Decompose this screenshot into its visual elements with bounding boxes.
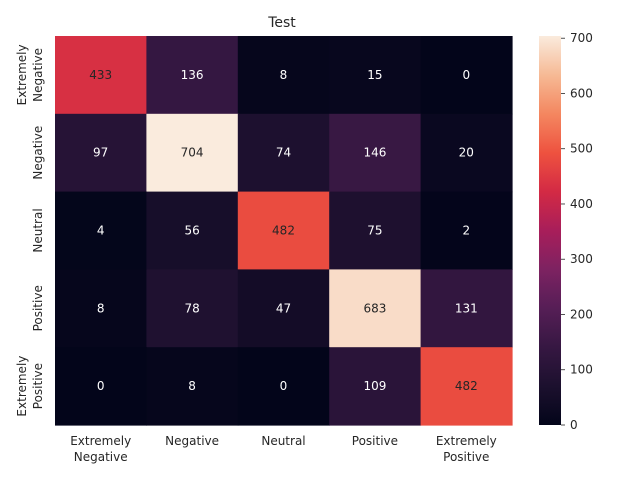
cell-value-label: 131 xyxy=(455,301,478,315)
heatmap-cell xyxy=(55,113,147,193)
colorbar-tick-label: 600 xyxy=(570,86,593,100)
colorbar xyxy=(539,36,561,425)
cell-value-label: 97 xyxy=(93,146,108,160)
heatmap-cell xyxy=(420,269,513,348)
cell-value-labels: 433 136 8 15 0 97 704 74 146 20 4 56 482 75 2 8 78 47 683 1… xyxy=(89,68,478,393)
heatmap-cell xyxy=(237,36,330,115)
heatmap-cell xyxy=(146,36,239,115)
y-tick-label: Extremely xyxy=(15,44,29,105)
heatmap-cell xyxy=(420,36,513,115)
y-tick-label: Extremely xyxy=(15,356,29,417)
cell-value-label: 146 xyxy=(363,146,386,160)
heatmap-cell xyxy=(146,113,239,193)
x-tick-label: Neutral xyxy=(261,434,305,448)
heatmap-cell xyxy=(329,113,422,193)
cell-value-label: 482 xyxy=(455,379,478,393)
heatmap-cell xyxy=(420,347,513,426)
y-tick-label: Positive xyxy=(31,363,45,409)
y-tick-label: Positive xyxy=(31,285,45,331)
x-tick-label: Extremely Positive xyxy=(436,434,497,464)
cell-value-label: 683 xyxy=(363,301,386,315)
heatmap-cell xyxy=(55,36,147,115)
heatmap-cell xyxy=(237,269,330,348)
cell-value-label: 4 xyxy=(97,224,105,238)
heatmap-cell xyxy=(329,36,422,115)
heatmap-cell xyxy=(55,347,147,426)
heatmap-cell xyxy=(146,191,239,270)
heatmap-cell xyxy=(237,191,330,270)
cell-value-label: 20 xyxy=(459,146,474,160)
cell-value-label: 136 xyxy=(181,68,204,82)
chart-title: Test xyxy=(267,15,296,31)
heatmap-cell xyxy=(146,269,239,348)
cell-value-label: 8 xyxy=(188,379,196,393)
cell-value-label: 704 xyxy=(181,146,204,160)
heatmap-cell xyxy=(55,269,147,348)
cell-value-label: 8 xyxy=(280,68,288,82)
cell-value-label: 0 xyxy=(280,379,288,393)
heatmap-cells xyxy=(55,36,513,426)
y-tick-label: Negative xyxy=(31,48,45,102)
y-axis-tick-labels: Extremely NegativeNegativeNeutralPositive… xyxy=(15,44,45,416)
cell-value-label: 15 xyxy=(367,68,382,82)
colorbar-tick-label: 700 xyxy=(570,31,593,45)
colorbar-tick-label: 100 xyxy=(570,363,593,377)
cell-value-label: 109 xyxy=(363,379,386,393)
colorbar-tick-label: 200 xyxy=(570,307,593,321)
cell-value-label: 74 xyxy=(276,146,291,160)
y-tick-label: Neutral xyxy=(31,208,45,252)
cell-value-label: 8 xyxy=(97,301,105,315)
x-tick-label: Positive xyxy=(352,434,398,448)
colorbar-tick-label: 300 xyxy=(570,252,593,266)
colorbar-tick-label: 400 xyxy=(570,197,593,211)
heatmap-cell xyxy=(329,269,422,348)
cell-value-label: 2 xyxy=(462,224,470,238)
heatmap-cell xyxy=(55,191,147,270)
heatmap-cell xyxy=(420,113,513,193)
cell-value-label: 0 xyxy=(97,379,105,393)
heatmap-cell xyxy=(329,347,422,426)
heatmap-cell xyxy=(237,347,330,426)
heatmap-cell xyxy=(329,191,422,270)
x-axis-tick-labels: Extremely Negative Negative Neutral Positive… xyxy=(70,434,497,464)
y-tick-label: Negative xyxy=(31,126,45,180)
colorbar-tick-label: 0 xyxy=(570,418,578,432)
x-tick-label: Negative xyxy=(165,434,219,448)
x-tick-label: Extremely Negative xyxy=(70,434,131,464)
cell-value-label: 0 xyxy=(462,68,470,82)
cell-value-label: 75 xyxy=(367,224,382,238)
colorbar-tick-labels: 0 100 200 300 400 500 600 700 xyxy=(561,31,593,432)
cell-value-label: 433 xyxy=(89,68,112,82)
cell-value-label: 56 xyxy=(184,224,199,238)
heatmap-cell xyxy=(420,191,513,270)
cell-value-label: 47 xyxy=(276,301,291,315)
heatmap-cell xyxy=(237,113,330,193)
cell-value-label: 482 xyxy=(272,224,295,238)
cell-value-label: 78 xyxy=(184,301,199,315)
colorbar-tick-label: 500 xyxy=(570,142,593,156)
heatmap-cell xyxy=(146,347,239,426)
